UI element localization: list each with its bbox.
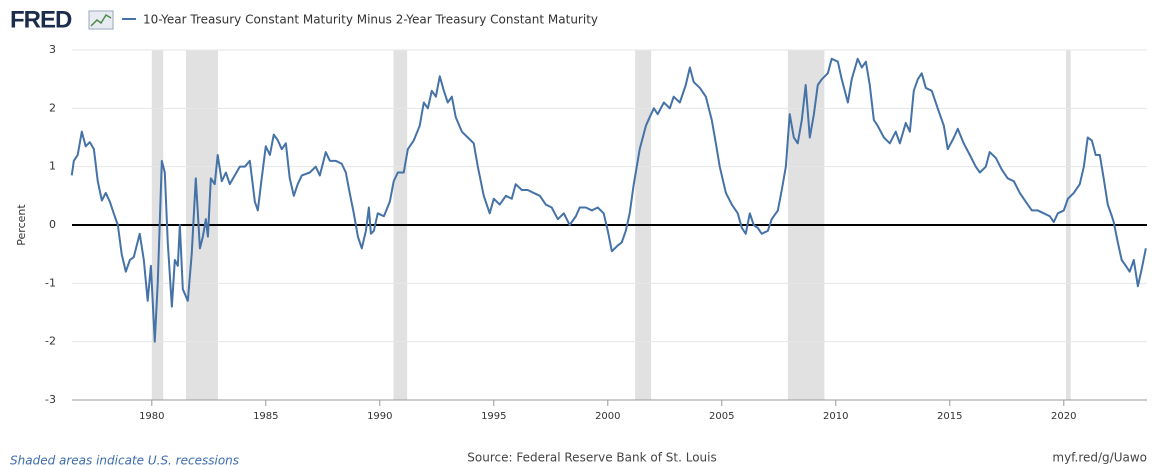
y-axis-label: Percent: [15, 204, 28, 246]
y-tick-label: -1: [45, 276, 56, 289]
series-line: [70, 57, 1147, 343]
x-tick-label: 1985: [253, 411, 278, 422]
x-tick-label: 2020: [1051, 411, 1076, 422]
x-tick-label: 1995: [481, 411, 506, 422]
y-tick-label: 1: [49, 160, 56, 173]
recession-note: Shaded areas indicate U.S. recessions: [10, 454, 239, 466]
y-tick-label: -3: [45, 393, 56, 406]
y-tick-label: -2: [45, 335, 56, 348]
x-tick-label: 2005: [709, 411, 734, 422]
y-tick-label: 0: [49, 218, 56, 231]
y-tick-label: 3: [49, 43, 56, 56]
y-tick-label: 2: [49, 101, 56, 114]
legend-label: 10-Year Treasury Constant Maturity Minus…: [143, 13, 598, 27]
x-tick-label: 1980: [139, 411, 164, 422]
plot-area: [70, 49, 1147, 401]
x-tick-label: 2015: [937, 411, 962, 422]
x-tick-label: 1990: [367, 411, 392, 422]
x-tick-label: 2010: [823, 411, 848, 422]
x-tick-label: 2000: [595, 411, 620, 422]
source: Source: Federal Reserve Bank of St. Loui…: [467, 451, 716, 465]
short-link[interactable]: myf.red/g/Uawo: [1052, 451, 1147, 465]
logo-icon: [88, 10, 114, 30]
logo[interactable]: FRED: [10, 6, 73, 33]
